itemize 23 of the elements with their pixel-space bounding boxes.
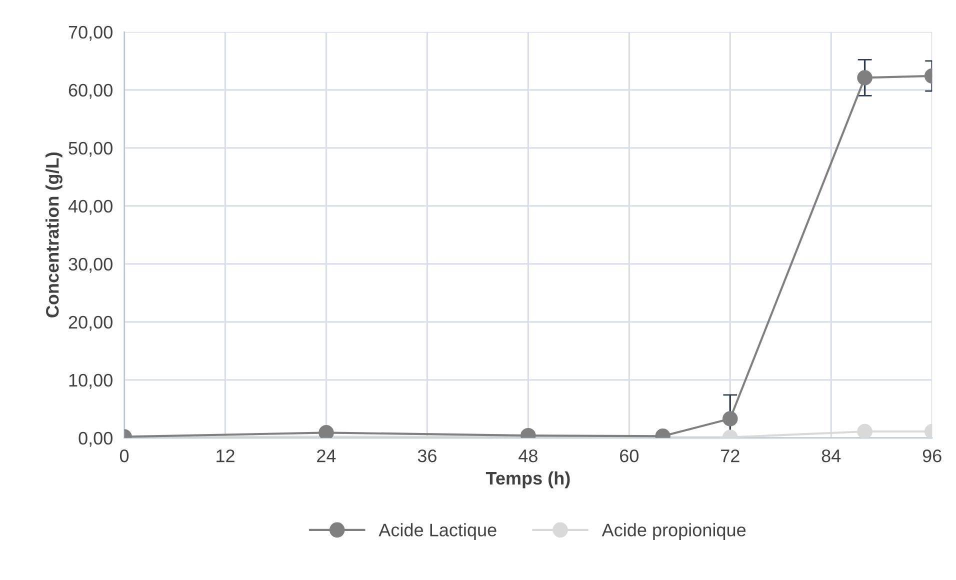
x-tick-label: 84 bbox=[822, 449, 841, 462]
x-tick-label: 60 bbox=[620, 449, 639, 462]
y-tick-label: 30,00 bbox=[68, 258, 112, 273]
x-tick-label: 0 bbox=[120, 449, 129, 462]
y-tick-label: 60,00 bbox=[68, 84, 112, 99]
y-tick-label: 40,00 bbox=[68, 200, 112, 215]
y-tick-label: 70,00 bbox=[68, 26, 112, 41]
x-tick-label: 24 bbox=[317, 449, 336, 462]
point bbox=[857, 424, 872, 438]
x-tick-label: 12 bbox=[216, 449, 234, 462]
legend-label: Acide propionique bbox=[602, 523, 746, 540]
y-tick-label: 20,00 bbox=[68, 316, 112, 331]
legend-label: Acide Lactique bbox=[378, 523, 496, 540]
y-axis-title: Concentration (g/L) bbox=[46, 152, 62, 318]
x-axis-title: Temps (h) bbox=[486, 471, 570, 488]
x-tick-label: 48 bbox=[518, 449, 538, 462]
x-tick-label: 96 bbox=[922, 449, 942, 462]
y-tick-label: 0,00 bbox=[78, 432, 112, 447]
y-tick-label: 50,00 bbox=[68, 142, 112, 157]
point bbox=[857, 70, 872, 86]
x-tick-label: 72 bbox=[721, 449, 740, 462]
y-tick-label: 10,00 bbox=[69, 374, 112, 389]
x-tick-label: 36 bbox=[418, 449, 436, 462]
